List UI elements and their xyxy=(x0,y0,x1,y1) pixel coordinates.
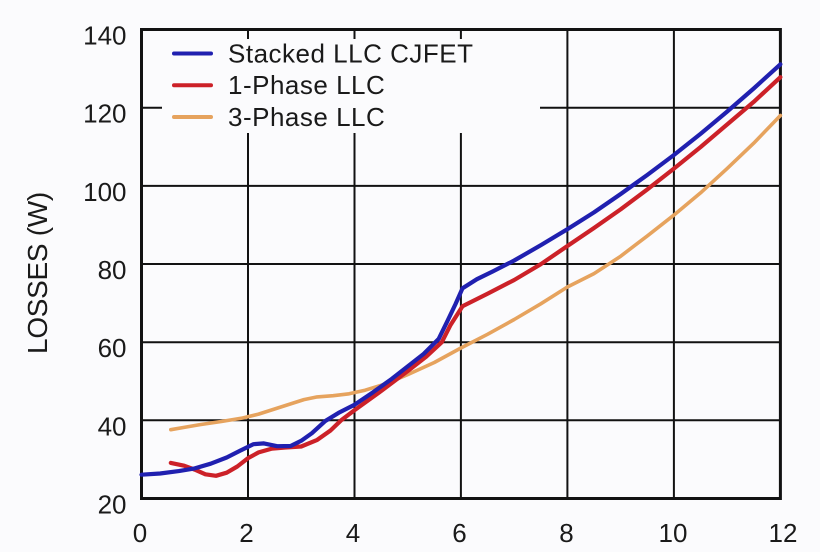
svg-text:3-Phase LLC: 3-Phase LLC xyxy=(228,102,385,132)
svg-text:8: 8 xyxy=(559,518,573,548)
svg-text:80: 80 xyxy=(98,255,127,285)
svg-text:6: 6 xyxy=(452,518,466,548)
svg-text:LOSSES (W): LOSSES (W) xyxy=(22,192,53,354)
svg-text:120: 120 xyxy=(83,99,126,129)
svg-text:140: 140 xyxy=(83,21,126,51)
svg-text:60: 60 xyxy=(98,333,127,363)
svg-text:12: 12 xyxy=(769,518,798,548)
svg-text:Stacked LLC CJFET: Stacked LLC CJFET xyxy=(228,39,473,69)
svg-text:40: 40 xyxy=(98,411,127,441)
svg-text:0: 0 xyxy=(133,518,147,548)
svg-text:10: 10 xyxy=(659,518,688,548)
svg-text:1-Phase LLC: 1-Phase LLC xyxy=(228,70,385,100)
svg-text:100: 100 xyxy=(83,177,126,207)
svg-text:4: 4 xyxy=(346,518,360,548)
svg-text:20: 20 xyxy=(98,490,127,520)
svg-text:2: 2 xyxy=(239,518,253,548)
